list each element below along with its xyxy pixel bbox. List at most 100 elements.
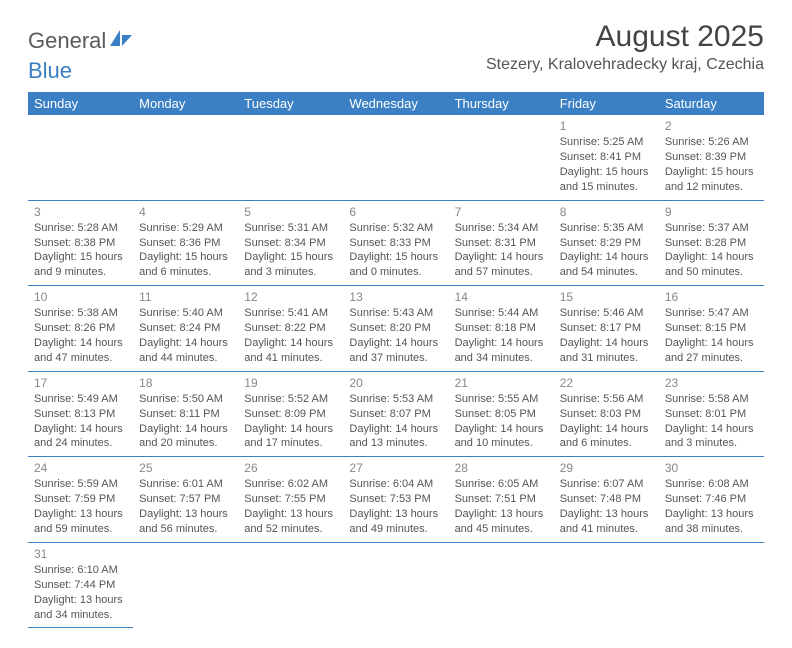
sunrise-line: Sunrise: 5:26 AM <box>665 135 758 150</box>
calendar-empty-cell <box>28 115 133 200</box>
calendar-day-cell: 13Sunrise: 5:43 AMSunset: 8:20 PMDayligh… <box>343 286 448 372</box>
calendar-empty-cell <box>449 115 554 200</box>
calendar-day-cell: 24Sunrise: 5:59 AMSunset: 7:59 PMDayligh… <box>28 457 133 543</box>
day-number: 25 <box>139 460 232 476</box>
calendar-day-cell: 22Sunrise: 5:56 AMSunset: 8:03 PMDayligh… <box>554 371 659 457</box>
day-number: 24 <box>34 460 127 476</box>
daylight-line: Daylight: 14 hours and 44 minutes. <box>139 336 232 366</box>
daylight-line: Daylight: 14 hours and 37 minutes. <box>349 336 442 366</box>
day-number: 28 <box>455 460 548 476</box>
daylight-line: Daylight: 14 hours and 50 minutes. <box>665 250 758 280</box>
sunset-line: Sunset: 7:44 PM <box>34 578 127 593</box>
daylight-line: Daylight: 13 hours and 49 minutes. <box>349 507 442 537</box>
daylight-line: Daylight: 14 hours and 17 minutes. <box>244 422 337 452</box>
daylight-line: Daylight: 15 hours and 6 minutes. <box>139 250 232 280</box>
calendar-header-row: Sunday Monday Tuesday Wednesday Thursday… <box>28 92 764 115</box>
daylight-line: Daylight: 14 hours and 3 minutes. <box>665 422 758 452</box>
sunrise-line: Sunrise: 5:25 AM <box>560 135 653 150</box>
sunrise-line: Sunrise: 5:35 AM <box>560 221 653 236</box>
day-number: 2 <box>665 118 758 134</box>
sunset-line: Sunset: 8:13 PM <box>34 407 127 422</box>
calendar-day-cell: 23Sunrise: 5:58 AMSunset: 8:01 PMDayligh… <box>659 371 764 457</box>
calendar-week-row: 24Sunrise: 5:59 AMSunset: 7:59 PMDayligh… <box>28 457 764 543</box>
day-header: Saturday <box>659 92 764 115</box>
calendar-empty-cell <box>659 542 764 628</box>
calendar-day-cell: 11Sunrise: 5:40 AMSunset: 8:24 PMDayligh… <box>133 286 238 372</box>
sunset-line: Sunset: 7:55 PM <box>244 492 337 507</box>
sunset-line: Sunset: 8:18 PM <box>455 321 548 336</box>
day-number: 12 <box>244 289 337 305</box>
sunrise-line: Sunrise: 5:37 AM <box>665 221 758 236</box>
sunrise-line: Sunrise: 5:46 AM <box>560 306 653 321</box>
day-number: 16 <box>665 289 758 305</box>
day-number: 5 <box>244 204 337 220</box>
daylight-line: Daylight: 14 hours and 20 minutes. <box>139 422 232 452</box>
day-header: Sunday <box>28 92 133 115</box>
calendar-day-cell: 8Sunrise: 5:35 AMSunset: 8:29 PMDaylight… <box>554 200 659 286</box>
daylight-line: Daylight: 13 hours and 45 minutes. <box>455 507 548 537</box>
daylight-line: Daylight: 14 hours and 10 minutes. <box>455 422 548 452</box>
calendar-day-cell: 16Sunrise: 5:47 AMSunset: 8:15 PMDayligh… <box>659 286 764 372</box>
location-label: Stezery, Kralovehradecky kraj, Czechia <box>486 56 764 74</box>
sunset-line: Sunset: 8:36 PM <box>139 236 232 251</box>
day-number: 15 <box>560 289 653 305</box>
calendar-day-cell: 6Sunrise: 5:32 AMSunset: 8:33 PMDaylight… <box>343 200 448 286</box>
day-number: 13 <box>349 289 442 305</box>
day-number: 30 <box>665 460 758 476</box>
day-number: 14 <box>455 289 548 305</box>
calendar-day-cell: 25Sunrise: 6:01 AMSunset: 7:57 PMDayligh… <box>133 457 238 543</box>
sunset-line: Sunset: 8:05 PM <box>455 407 548 422</box>
calendar-week-row: 1Sunrise: 5:25 AMSunset: 8:41 PMDaylight… <box>28 115 764 200</box>
sunset-line: Sunset: 8:24 PM <box>139 321 232 336</box>
day-number: 20 <box>349 375 442 391</box>
calendar-day-cell: 18Sunrise: 5:50 AMSunset: 8:11 PMDayligh… <box>133 371 238 457</box>
calendar-empty-cell <box>449 542 554 628</box>
sunrise-line: Sunrise: 6:02 AM <box>244 477 337 492</box>
calendar-empty-cell <box>133 115 238 200</box>
day-header: Wednesday <box>343 92 448 115</box>
calendar-day-cell: 4Sunrise: 5:29 AMSunset: 8:36 PMDaylight… <box>133 200 238 286</box>
daylight-line: Daylight: 14 hours and 54 minutes. <box>560 250 653 280</box>
day-number: 9 <box>665 204 758 220</box>
calendar-day-cell: 17Sunrise: 5:49 AMSunset: 8:13 PMDayligh… <box>28 371 133 457</box>
calendar-day-cell: 12Sunrise: 5:41 AMSunset: 8:22 PMDayligh… <box>238 286 343 372</box>
sail-icon <box>108 28 134 54</box>
sunset-line: Sunset: 7:57 PM <box>139 492 232 507</box>
day-number: 23 <box>665 375 758 391</box>
day-number: 19 <box>244 375 337 391</box>
daylight-line: Daylight: 15 hours and 9 minutes. <box>34 250 127 280</box>
sunrise-line: Sunrise: 6:08 AM <box>665 477 758 492</box>
logo: General <box>28 28 134 54</box>
sunrise-line: Sunrise: 5:55 AM <box>455 392 548 407</box>
day-number: 26 <box>244 460 337 476</box>
calendar-day-cell: 21Sunrise: 5:55 AMSunset: 8:05 PMDayligh… <box>449 371 554 457</box>
sunrise-line: Sunrise: 5:31 AM <box>244 221 337 236</box>
calendar-empty-cell <box>238 542 343 628</box>
calendar-empty-cell <box>554 542 659 628</box>
daylight-line: Daylight: 15 hours and 15 minutes. <box>560 165 653 195</box>
daylight-line: Daylight: 13 hours and 38 minutes. <box>665 507 758 537</box>
calendar-week-row: 17Sunrise: 5:49 AMSunset: 8:13 PMDayligh… <box>28 371 764 457</box>
calendar-week-row: 31Sunrise: 6:10 AMSunset: 7:44 PMDayligh… <box>28 542 764 628</box>
day-number: 29 <box>560 460 653 476</box>
sunset-line: Sunset: 8:09 PM <box>244 407 337 422</box>
day-header: Friday <box>554 92 659 115</box>
logo-text-part2: Blue <box>28 58 72 84</box>
calendar-day-cell: 29Sunrise: 6:07 AMSunset: 7:48 PMDayligh… <box>554 457 659 543</box>
sunrise-line: Sunrise: 5:58 AM <box>665 392 758 407</box>
sunrise-line: Sunrise: 6:05 AM <box>455 477 548 492</box>
calendar-day-cell: 19Sunrise: 5:52 AMSunset: 8:09 PMDayligh… <box>238 371 343 457</box>
sunrise-line: Sunrise: 5:28 AM <box>34 221 127 236</box>
calendar-week-row: 3Sunrise: 5:28 AMSunset: 8:38 PMDaylight… <box>28 200 764 286</box>
sunset-line: Sunset: 7:53 PM <box>349 492 442 507</box>
calendar-day-cell: 14Sunrise: 5:44 AMSunset: 8:18 PMDayligh… <box>449 286 554 372</box>
daylight-line: Daylight: 14 hours and 24 minutes. <box>34 422 127 452</box>
sunset-line: Sunset: 8:17 PM <box>560 321 653 336</box>
day-number: 18 <box>139 375 232 391</box>
calendar-day-cell: 5Sunrise: 5:31 AMSunset: 8:34 PMDaylight… <box>238 200 343 286</box>
sunset-line: Sunset: 8:22 PM <box>244 321 337 336</box>
daylight-line: Daylight: 15 hours and 3 minutes. <box>244 250 337 280</box>
sunset-line: Sunset: 8:33 PM <box>349 236 442 251</box>
sunrise-line: Sunrise: 5:49 AM <box>34 392 127 407</box>
day-number: 3 <box>34 204 127 220</box>
